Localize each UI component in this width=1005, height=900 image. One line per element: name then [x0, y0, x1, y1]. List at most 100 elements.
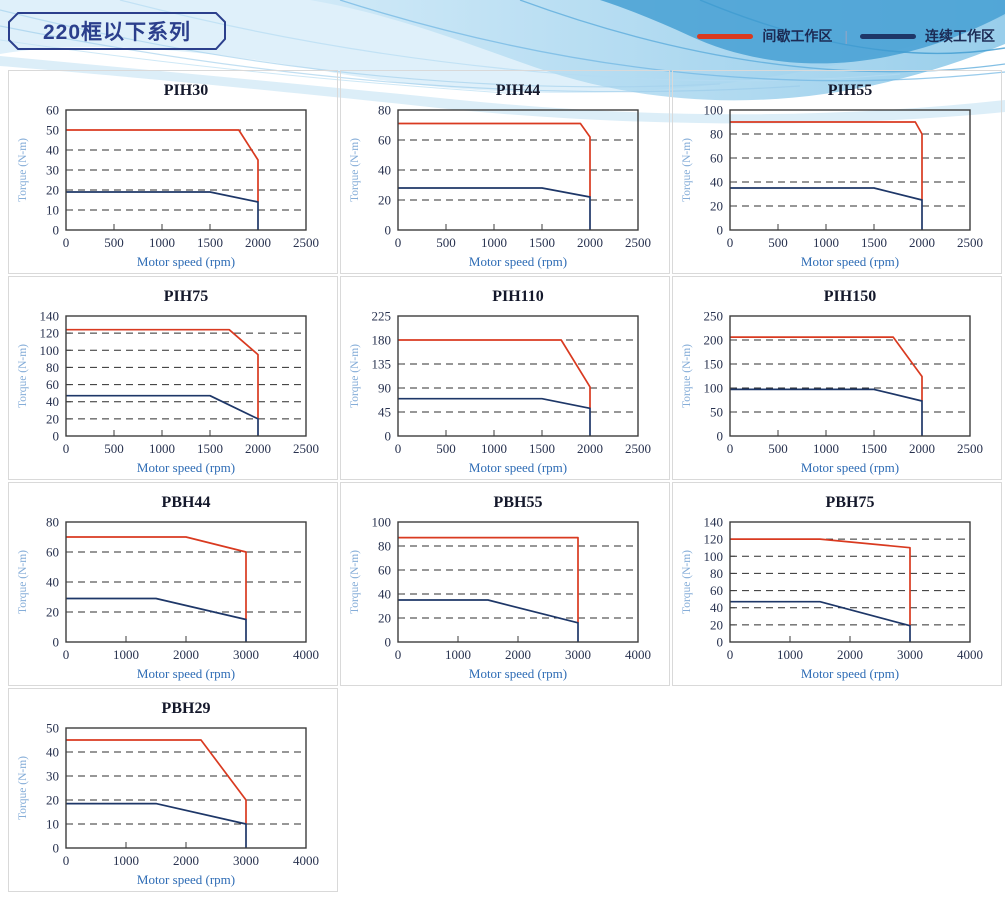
x-tick-label: 2500	[957, 441, 983, 456]
y-tick-label: 140	[704, 515, 724, 530]
y-tick-label: 100	[704, 381, 724, 396]
y-axis-label: Torque (N-m)	[349, 138, 361, 202]
x-tick-label: 2000	[505, 647, 531, 662]
x-tick-label: 500	[768, 235, 788, 250]
y-tick-label: 40	[378, 163, 391, 178]
chart-card-PBH44: PBH44 0 20 40 60 80 0 1000 2000 3000 4000 Motor spe…	[8, 482, 338, 686]
x-tick-label: 0	[63, 235, 70, 250]
chart-title: PIH44	[496, 82, 540, 99]
y-tick-label: 100	[40, 343, 60, 358]
y-tick-label: 80	[46, 360, 59, 375]
x-tick-label: 2500	[625, 441, 651, 456]
y-tick-label: 80	[710, 566, 723, 581]
x-tick-label: 0	[727, 441, 734, 456]
x-tick-label: 1000	[113, 853, 139, 868]
chart-title: PBH44	[162, 494, 211, 511]
y-axis-label: Torque (N-m)	[17, 756, 29, 820]
x-tick-label: 4000	[957, 647, 983, 662]
series-intermittent-zone	[66, 328, 259, 419]
x-tick-label: 500	[104, 441, 124, 456]
chart-card-PIH30: PIH30 0 10 20 30 40 50 60 0 500 1000 1500 2000 2500 Mo…	[8, 70, 338, 274]
chart-title: PIH30	[164, 82, 208, 99]
y-tick-label: 60	[378, 133, 391, 148]
x-tick-label: 4000	[293, 853, 319, 868]
x-tick-label: 2500	[625, 235, 651, 250]
y-tick-label: 0	[385, 635, 392, 650]
legend-intermittent-line-swatch	[697, 33, 754, 39]
y-tick-label: 20	[378, 193, 391, 208]
series-intermittent-zone	[398, 536, 579, 623]
x-tick-label: 2500	[957, 235, 983, 250]
y-axis-label: Torque (N-m)	[17, 344, 29, 408]
x-tick-label: 0	[395, 647, 402, 662]
series-intermittent-zone	[66, 129, 259, 202]
x-tick-label: 1000	[813, 235, 839, 250]
y-tick-label: 10	[46, 817, 59, 832]
x-tick-label: 1000	[113, 647, 139, 662]
y-tick-label: 40	[378, 587, 391, 602]
torque-speed-chart-PBH75: PBH75 0 20 40 60 80 100 120 140 0 1000 2000 3000 4000…	[681, 494, 983, 681]
y-tick-label: 0	[385, 429, 392, 444]
y-tick-label: 150	[704, 357, 724, 372]
y-tick-label: 100	[704, 549, 724, 564]
y-tick-label: 0	[53, 841, 60, 856]
y-tick-label: 200	[704, 333, 724, 348]
x-tick-label: 1000	[813, 441, 839, 456]
torque-speed-chart-PBH29: PBH29 0 10 20 30 40 50 0 1000 2000 3000 4000 Motor s…	[17, 700, 319, 887]
x-tick-label: 500	[104, 235, 124, 250]
x-tick-label: 1500	[197, 441, 223, 456]
y-tick-label: 45	[378, 405, 391, 420]
x-tick-label: 2000	[837, 647, 863, 662]
x-tick-label: 2000	[245, 235, 271, 250]
chart-card-PIH150: PIH150 0 50 100 150 200 250 0 500 1000 1500 2000 250…	[672, 276, 1002, 480]
y-tick-label: 120	[40, 326, 60, 341]
y-axis-label: Torque (N-m)	[681, 344, 693, 408]
x-tick-label: 500	[436, 235, 456, 250]
y-tick-label: 60	[46, 377, 59, 392]
series-title-box: 220框以下系列	[8, 12, 226, 50]
x-tick-label: 2500	[293, 235, 319, 250]
y-axis-label: Torque (N-m)	[17, 138, 29, 202]
chart-card-PIH75: PIH75 0 20 40 60 80 100 120 140 0 500 1000 1500 2000 2…	[8, 276, 338, 480]
x-tick-label: 4000	[293, 647, 319, 662]
x-tick-label: 4000	[625, 647, 651, 662]
legend-intermittent-label: 间歇工作区	[762, 28, 833, 44]
torque-speed-chart-PBH44: PBH44 0 20 40 60 80 0 1000 2000 3000 4000 Motor spe…	[17, 494, 319, 681]
x-tick-label: 1000	[481, 441, 507, 456]
series-title: 220框以下系列	[42, 21, 192, 44]
series-intermittent-zone	[730, 336, 923, 401]
x-axis-label: Motor speed (rpm)	[137, 666, 235, 681]
y-tick-label: 30	[46, 769, 59, 784]
y-tick-label: 60	[46, 545, 59, 560]
x-tick-label: 1000	[481, 235, 507, 250]
x-tick-label: 1500	[529, 235, 555, 250]
x-axis-label: Motor speed (rpm)	[801, 666, 899, 681]
y-tick-label: 20	[710, 617, 723, 632]
y-axis-label: Torque (N-m)	[349, 344, 361, 408]
y-tick-label: 20	[46, 793, 59, 808]
y-axis-label: Torque (N-m)	[349, 550, 361, 614]
y-tick-label: 20	[46, 605, 59, 620]
x-tick-label: 2000	[577, 441, 603, 456]
x-axis-label: Motor speed (rpm)	[469, 460, 567, 475]
y-tick-label: 40	[710, 600, 723, 615]
x-axis-label: Motor speed (rpm)	[801, 254, 899, 269]
x-tick-label: 1000	[777, 647, 803, 662]
y-tick-label: 20	[46, 183, 59, 198]
chart-title: PIH110	[492, 288, 544, 305]
y-tick-label: 0	[385, 223, 392, 238]
y-tick-label: 0	[53, 223, 60, 238]
series-continuous-zone	[398, 187, 591, 230]
y-tick-label: 20	[46, 411, 59, 426]
y-tick-label: 80	[710, 127, 723, 142]
x-tick-label: 2000	[173, 853, 199, 868]
series-continuous-zone	[730, 600, 911, 642]
y-tick-label: 0	[717, 635, 724, 650]
x-tick-label: 500	[436, 441, 456, 456]
y-tick-label: 180	[372, 333, 392, 348]
chart-title: PBH75	[826, 494, 875, 511]
legend-continuous-line-swatch	[860, 33, 916, 39]
y-tick-label: 30	[46, 163, 59, 178]
